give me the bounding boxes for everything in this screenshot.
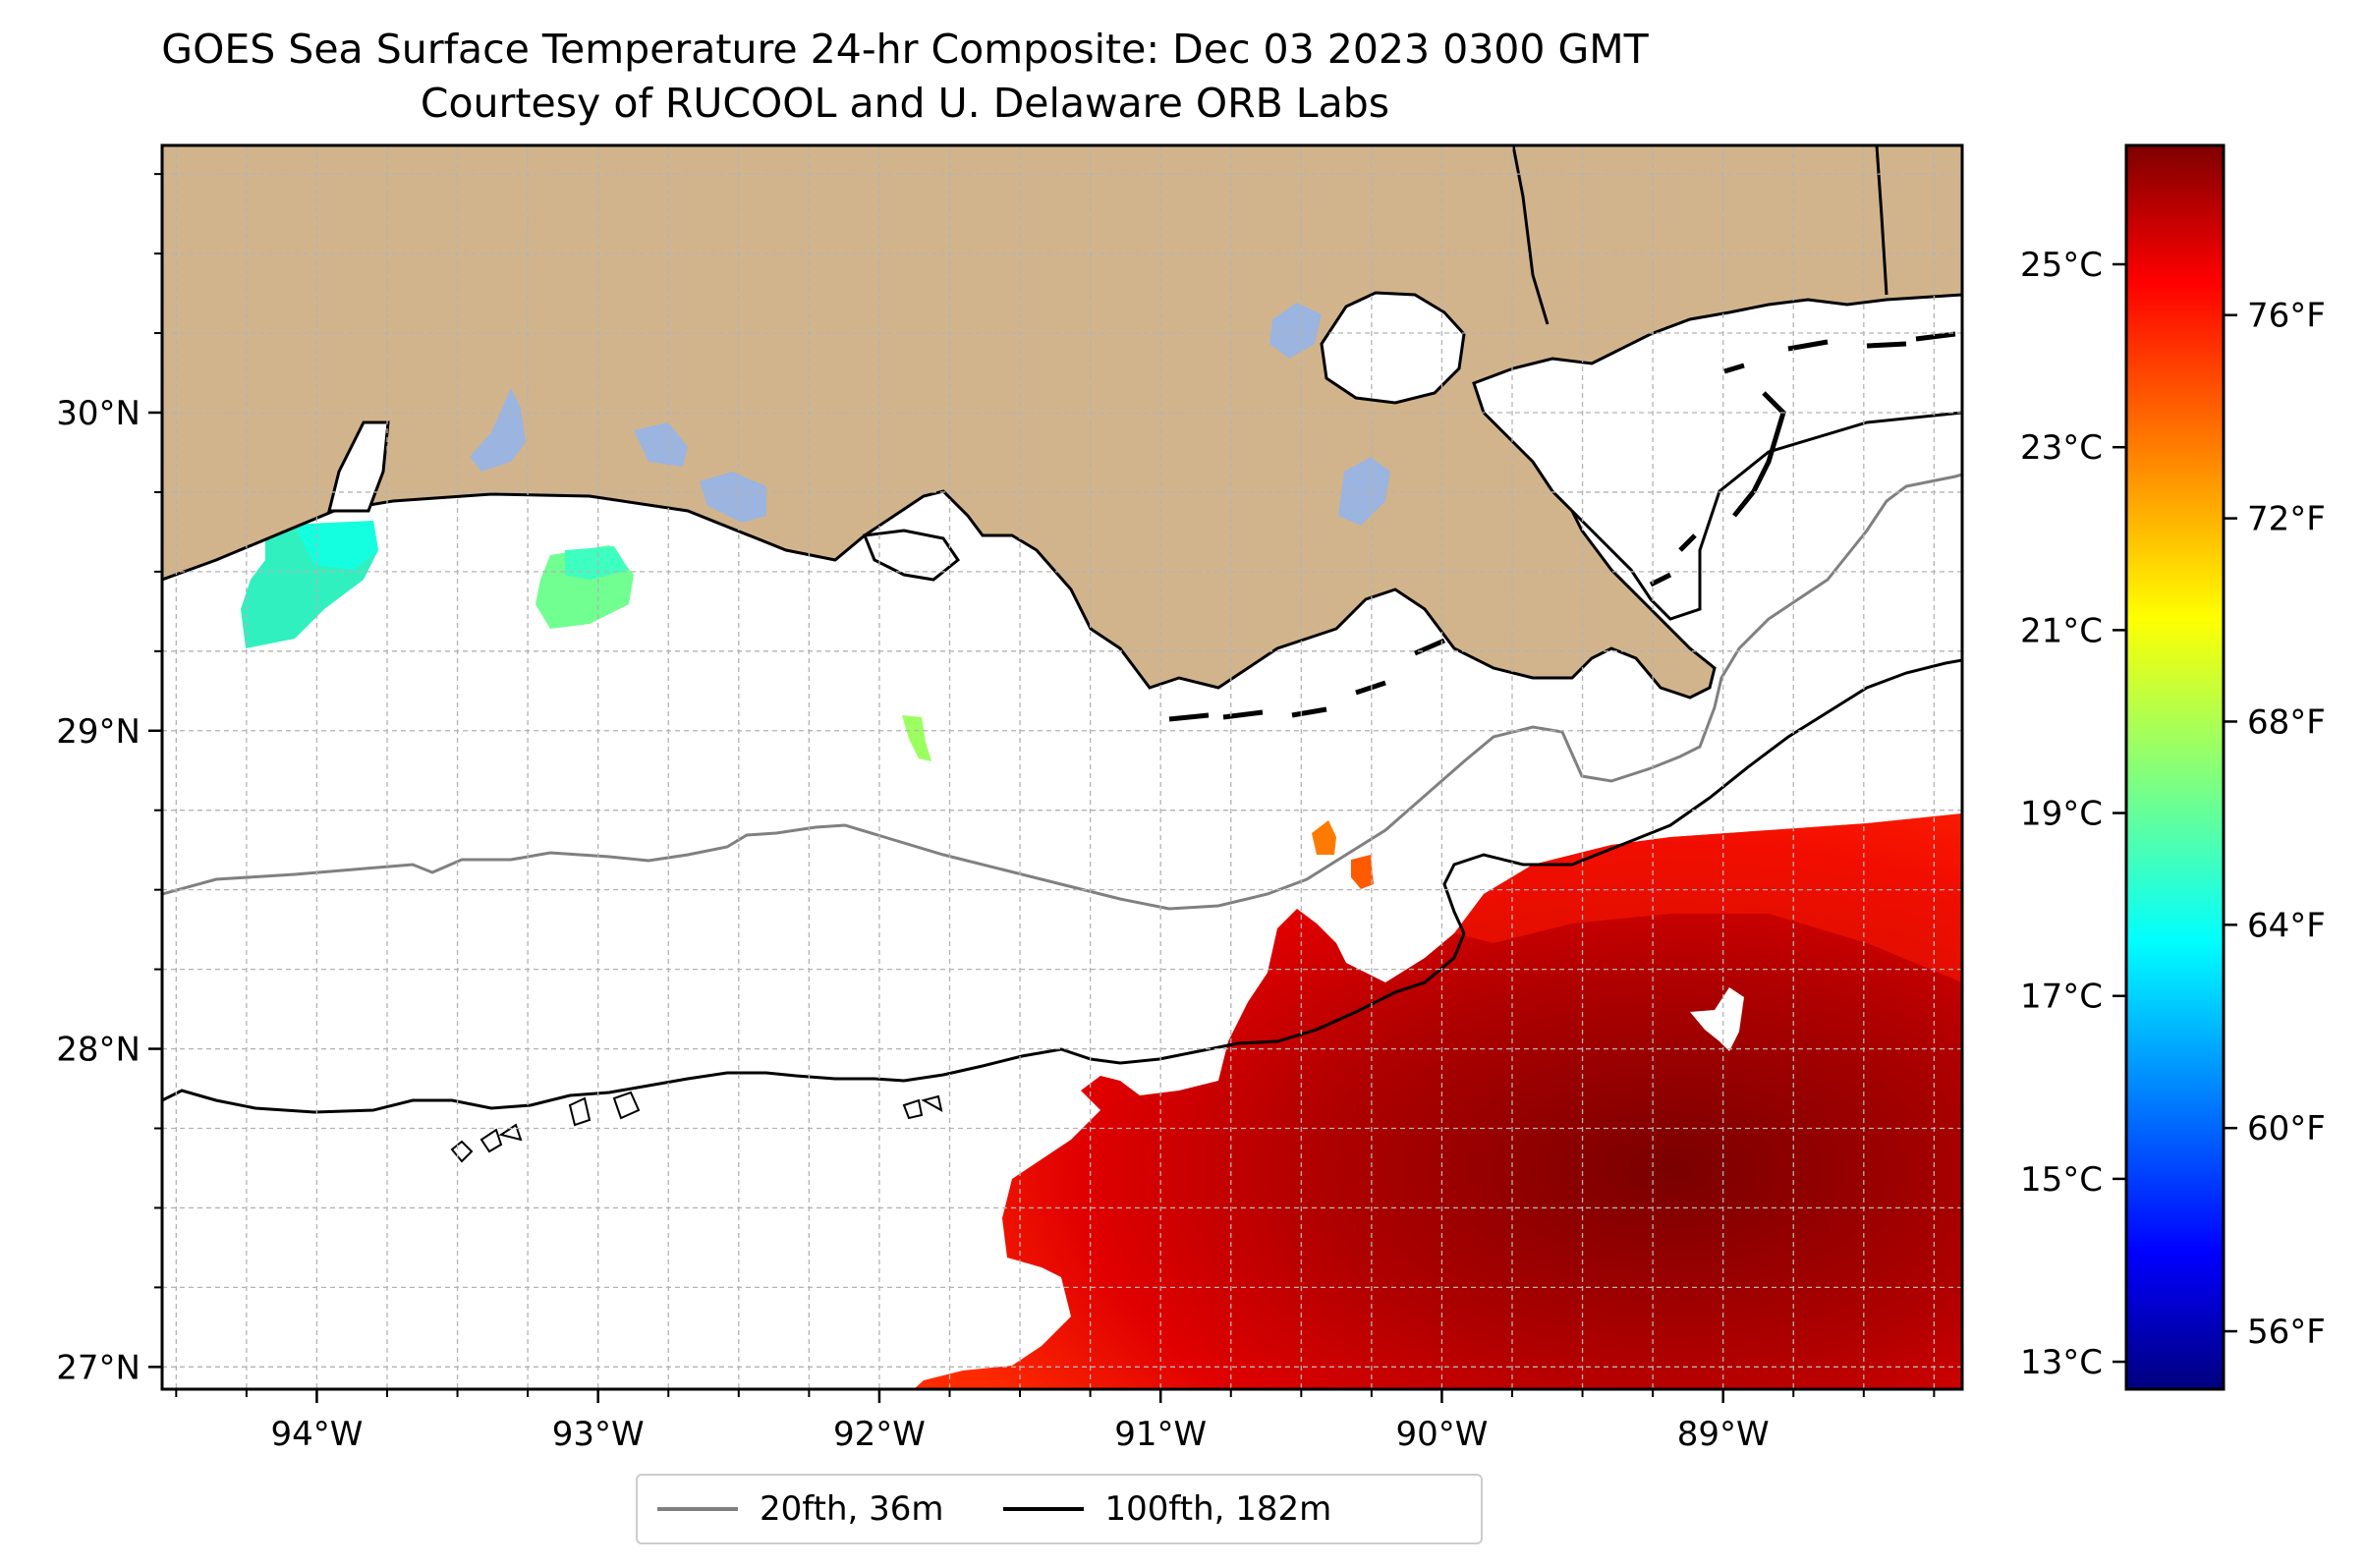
map-frame (160, 143, 1964, 1391)
inland-lake-2 (634, 422, 688, 467)
mississippi-sound (1472, 293, 1962, 621)
y-tick-label: 29°N (56, 712, 141, 752)
x-tick-label: 94°W (270, 1415, 363, 1454)
colorbar-celsius-label: 19°C (2020, 795, 2103, 834)
gridlines (162, 145, 1962, 1389)
x-axis: 94°W 93°W 92°W 91°W 90°W 89°W (175, 1389, 1936, 1454)
colorbar-fahrenheit-label: 76°F (2247, 297, 2326, 336)
colorbar-celsius-label: 13°C (2020, 1343, 2103, 1382)
legend-label-20fth: 20fth, 36m (760, 1489, 944, 1529)
inland-lake-1 (470, 388, 526, 472)
x-tick-label: 93°W (552, 1415, 645, 1454)
legend: 20fth, 36m 100fth, 182m (636, 1474, 1483, 1544)
inland-lake-5 (1338, 457, 1390, 526)
sst-patch-small-green (902, 715, 931, 761)
colorbar-fahrenheit-label: 56°F (2247, 1313, 2326, 1352)
legend-item-20fth: 20fth, 36m (657, 1489, 944, 1529)
y-tick-label: 27°N (56, 1348, 141, 1387)
sst-patch-orange-2 (1351, 855, 1374, 889)
legend-swatch-20fth (657, 1507, 738, 1511)
colorbar-fahrenheit-axis: 56°F 60°F 64°F 68°F 72°F 76°F (2224, 297, 2326, 1352)
state-boundary (1511, 145, 1888, 325)
colorbar-fahrenheit-label: 64°F (2247, 906, 2326, 945)
sst-patch-west-inner (295, 521, 378, 570)
offshore-banks (450, 1091, 943, 1163)
figure-subtitle: Courtesy of RUCOOL and U. Delaware ORB L… (420, 80, 1390, 127)
isobath-20fth (162, 473, 1962, 911)
colorbar-celsius-label: 15°C (2020, 1160, 2103, 1200)
x-tick-label: 89°W (1677, 1415, 1770, 1454)
barrier-islands (1168, 331, 1956, 722)
colorbar-fahrenheit-label: 72°F (2247, 500, 2326, 539)
calcasieu-inlet (327, 420, 390, 513)
colorbar-celsius-label: 25°C (2020, 246, 2103, 285)
x-tick-label: 91°W (1114, 1415, 1207, 1454)
y-tick-label: 30°N (56, 394, 141, 433)
sst-patch-orange-1 (1312, 820, 1336, 855)
inland-lake-3 (700, 472, 766, 523)
colorbar (2124, 143, 2226, 1391)
isobath-100fth (162, 658, 1962, 1114)
x-tick-label: 92°W (833, 1415, 926, 1454)
legend-item-100fth: 100fth, 182m (1002, 1489, 1332, 1529)
colorbar-fahrenheit-label: 68°F (2247, 702, 2326, 742)
colorbar-celsius-label: 21°C (2020, 611, 2103, 650)
lake-pontchartrain (1320, 291, 1466, 405)
x-tick-label: 90°W (1395, 1415, 1488, 1454)
legend-swatch-100fth (1002, 1507, 1084, 1511)
sst-warm-field (914, 813, 1962, 1389)
legend-label-100fth: 100fth, 182m (1104, 1489, 1332, 1529)
colorbar-celsius-axis: 13°C 15°C 17°C 19°C 21°C 23°C 25°C (2020, 246, 2126, 1382)
figure-title: GOES Sea Surface Temperature 24-hr Compo… (161, 26, 1649, 73)
colorbar-fahrenheit-label: 60°F (2247, 1109, 2326, 1148)
colorbar-celsius-label: 23°C (2020, 428, 2103, 468)
sst-red-edge (1454, 813, 1962, 982)
inland-lake-4 (1269, 303, 1322, 359)
y-axis: 27°N 28°N 29°N 30°N (56, 173, 162, 1387)
y-tick-label: 28°N (56, 1031, 141, 1070)
sst-nodata-hole (1690, 987, 1744, 1051)
colorbar-celsius-label: 17°C (2020, 978, 2103, 1017)
